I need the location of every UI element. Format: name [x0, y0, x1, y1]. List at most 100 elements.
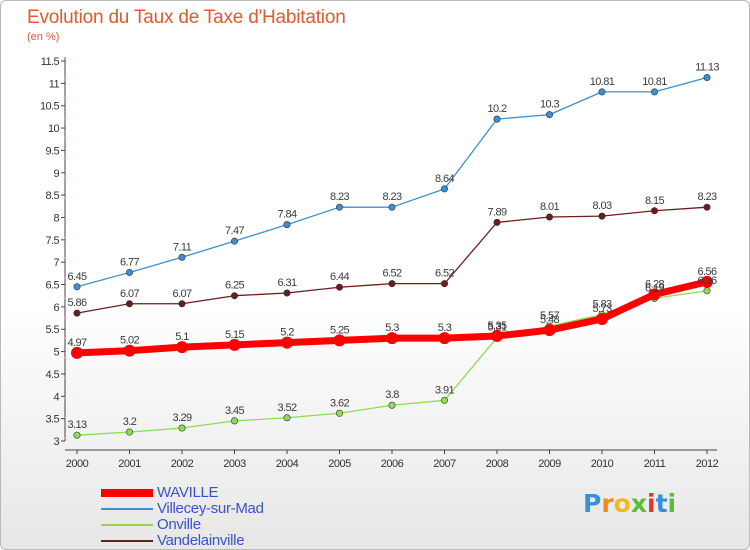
data-point: [543, 324, 556, 337]
x-tick-label: 2008: [486, 458, 509, 470]
data-point: [493, 218, 501, 226]
data-label: 6.52: [382, 268, 401, 280]
y-tick-label: 6.5: [46, 280, 60, 292]
data-point: [438, 332, 451, 345]
series-vandelainville: [73, 203, 711, 317]
data-label: 3.45: [225, 405, 244, 417]
data-label: 6.45: [67, 271, 86, 283]
data-label: 5.83: [592, 298, 611, 310]
data-point: [281, 336, 293, 349]
legend-swatch: [101, 524, 153, 526]
data-label: 8.01: [540, 201, 559, 213]
logo-letter: i: [647, 489, 656, 518]
x-tick-label: 2005: [328, 458, 351, 470]
x-tick-label: 2006: [381, 458, 404, 470]
data-point: [703, 203, 711, 211]
data-label: 8.23: [330, 191, 349, 203]
data-label: 7.89: [487, 206, 506, 218]
legend-label: WAVILLE: [157, 484, 219, 501]
data-point: [178, 300, 186, 308]
data-point: [703, 74, 711, 82]
legend-swatch: [101, 540, 153, 542]
data-point: [283, 289, 291, 297]
y-tick-label: 4: [53, 391, 59, 403]
y-tick-label: 3.5: [46, 414, 60, 426]
data-label: 3.13: [67, 419, 86, 431]
data-label: 8.23: [382, 191, 401, 203]
data-label: 6.56: [697, 266, 716, 278]
data-label: 10.81: [590, 76, 615, 88]
x-tick-label: 2012: [696, 458, 719, 470]
data-label: 5.73: [592, 303, 611, 315]
x-tick-label: 2003: [223, 458, 246, 470]
data-label: 10.2: [487, 103, 506, 115]
data-label: 6.25: [225, 280, 244, 292]
data-label: 3.29: [172, 412, 191, 424]
y-tick-label: 5.5: [46, 324, 60, 336]
data-point: [123, 344, 136, 357]
data-point: [283, 221, 291, 229]
data-label: 5.2: [280, 327, 294, 339]
chart-subtitle: (en %): [27, 31, 60, 43]
data-label: 3.2: [123, 416, 137, 428]
data-point: [178, 253, 186, 261]
y-tick-label: 6: [53, 302, 59, 314]
data-point: [73, 283, 81, 291]
data-label: 6.31: [277, 277, 296, 289]
data-label: 8.23: [697, 191, 716, 203]
y-tick-label: 3: [53, 436, 59, 448]
x-tick-label: 2000: [66, 458, 89, 470]
data-label: 4.97: [67, 337, 86, 349]
data-label: 7.11: [173, 241, 192, 253]
legend-swatch: [101, 508, 153, 510]
data-point: [178, 424, 186, 432]
y-tick-label: 4.5: [46, 369, 60, 381]
x-tick-label: 2011: [644, 458, 666, 470]
data-label: 6.07: [172, 288, 191, 300]
y-tick-label: 9: [53, 168, 59, 180]
data-point: [491, 329, 503, 342]
data-point: [231, 292, 239, 300]
data-point: [440, 185, 448, 193]
series-villecey-sur-mad: [73, 74, 711, 291]
data-point: [126, 300, 134, 308]
data-point: [493, 115, 501, 123]
data-point: [598, 212, 606, 220]
data-labels: 4.97 5.02 5.1 5.15 5.2 5.25 5.3 5.3 5.35 5.48 5.73…: [67, 62, 719, 432]
data-label: 6.36: [697, 275, 716, 287]
data-label: 5.15: [225, 329, 244, 341]
y-tick-label: 8: [53, 212, 59, 224]
data-label: 5.3: [438, 322, 452, 334]
y-tick-label: 11: [49, 78, 60, 90]
data-point: [176, 341, 188, 354]
data-label: 6.52: [435, 268, 454, 280]
data-point: [703, 287, 711, 295]
legend-label: Onville: [157, 516, 201, 533]
y-tick-label: 7.5: [46, 235, 60, 247]
data-label: 5.02: [120, 335, 139, 347]
y-tick-label: 11.5: [41, 56, 60, 68]
data-label: 5.35: [487, 320, 506, 332]
legend-swatch: [101, 489, 153, 497]
y-tick-label: 7: [53, 257, 59, 269]
data-label: 6.77: [120, 256, 139, 268]
logo-letter: o: [613, 489, 631, 518]
data-label: 5.86: [67, 297, 86, 309]
data-label: 10.81: [642, 76, 667, 88]
y-tick-label: 9.5: [46, 145, 60, 157]
logo-letter: t: [655, 489, 668, 518]
data-point: [228, 338, 241, 351]
x-tick-label: 2002: [171, 458, 194, 470]
data-point: [335, 409, 343, 417]
data-label: 5.25: [330, 324, 349, 336]
data-label: 3.8: [385, 389, 399, 401]
data-point: [388, 401, 396, 409]
axes: 3 3.5 4 4.5 5 5.5 6 6.5 7 7.5 8 8.5 9 9.5 10 10.5 11 11.5…: [40, 56, 719, 470]
data-label: 7.84: [277, 209, 296, 221]
data-label: 3.91: [435, 384, 454, 396]
data-label: 3.62: [330, 397, 349, 409]
data-point: [335, 203, 343, 211]
legend-label: Vandelainville: [157, 532, 245, 549]
